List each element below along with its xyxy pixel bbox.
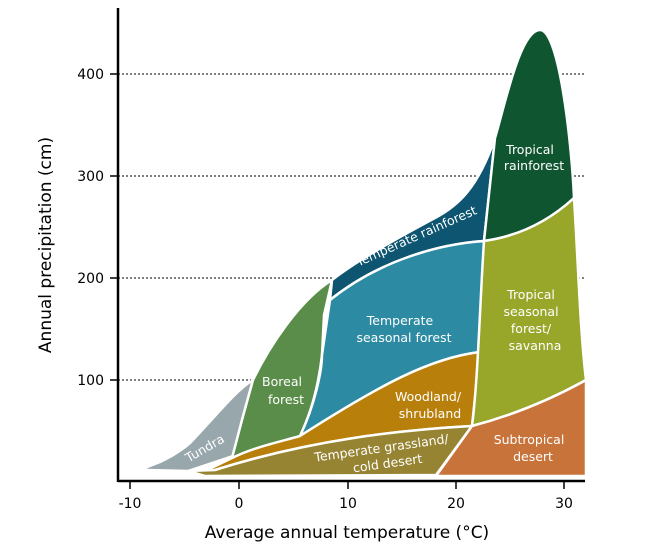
label-tropical-seasonal-line-4: savanna (509, 338, 562, 353)
x-tick-label-neg10: -10 (119, 496, 142, 512)
label-subtropical-line-1: Subtropical (494, 432, 565, 447)
y-tick-label-200: 200 (77, 271, 104, 287)
region-subtropical-desert (434, 378, 588, 478)
x-tick-label-10: 10 (339, 496, 357, 512)
label-tropical-rainforest-line-1: Tropical (505, 142, 554, 157)
y-axis-title: Annual precipitation (cm) (36, 137, 56, 353)
label-tropical-seasonal-forest: Tropical seasonal forest/ savanna (503, 287, 562, 353)
label-tropical-rainforest-line-2: rainforest (504, 158, 564, 173)
y-tick-labels: 400 300 200 100 (77, 67, 104, 389)
label-woodland-line-2: shrubland (399, 406, 461, 421)
x-tick-label-30: 30 (555, 496, 573, 512)
label-woodland-line-1: Woodland/ (395, 389, 462, 404)
y-tick-label-300: 300 (77, 169, 104, 185)
label-subtropical-line-2: desert (513, 449, 553, 464)
label-tropical-seasonal-line-3: forest/ (511, 321, 552, 336)
label-temperate-seasonal-line-1: Temperate (366, 313, 434, 328)
y-ticks (110, 73, 118, 381)
x-tick-label-20: 20 (447, 496, 465, 512)
label-boreal-forest-line-2: forest (268, 392, 304, 407)
label-boreal-forest-line-1: Boreal (262, 374, 302, 389)
x-ticks (129, 481, 565, 489)
label-subtropical-desert: Subtropical desert (494, 432, 569, 464)
label-tropical-rainforest: Tropical rainforest (504, 142, 564, 173)
label-tropical-seasonal-line-1: Tropical (506, 287, 555, 302)
x-axis-title: Average annual temperature (°C) (205, 523, 489, 543)
label-temperate-seasonal-forest: Temperate seasonal forest (356, 313, 451, 345)
y-tick-label-100: 100 (77, 373, 104, 389)
axes (116, 8, 585, 483)
y-tick-label-400: 400 (77, 67, 104, 83)
region-tundra (144, 378, 255, 473)
label-boreal-forest: Boreal forest (262, 374, 306, 407)
x-tick-label-0: 0 (235, 496, 244, 512)
biome-regions (144, 28, 588, 478)
label-tropical-seasonal-line-2: seasonal (503, 304, 558, 319)
label-temperate-seasonal-line-2: seasonal forest (356, 330, 451, 345)
x-tick-labels: -10 0 10 20 30 (119, 496, 573, 512)
label-woodland-shrubland: Woodland/ shrubland (395, 389, 465, 421)
